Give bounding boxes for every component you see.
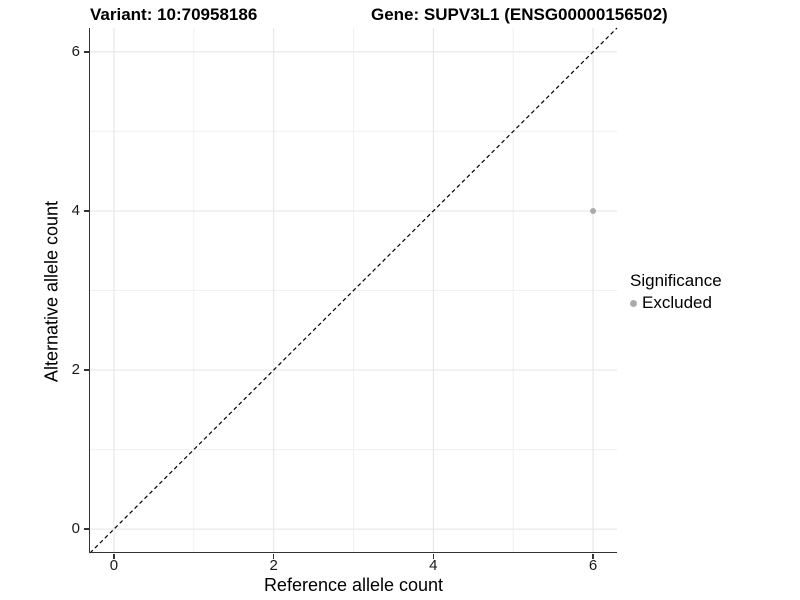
legend: Significance Excluded	[630, 271, 722, 313]
x-tick-label: 0	[109, 557, 119, 574]
legend-entry-label: Excluded	[642, 293, 712, 312]
plot-title-gene: Gene: SUPV3L1 (ENSG00000156502)	[371, 5, 668, 24]
identity-dashed-line	[89, 27, 618, 554]
legend-entry-excluded: Excluded	[630, 293, 722, 313]
x-tick-mark	[592, 553, 594, 559]
y-tick-mark	[84, 210, 89, 212]
x-tick-mark	[113, 553, 115, 559]
y-tick-label: 2	[71, 361, 80, 379]
y-tick-label: 4	[71, 201, 80, 219]
y-tick-mark	[84, 51, 89, 53]
x-tick-label: 2	[269, 557, 278, 574]
legend-point-icon	[630, 299, 637, 307]
x-tick-mark	[272, 553, 275, 559]
legend-title: Significance	[630, 271, 722, 290]
y-axis-title: Alternative allele count	[41, 200, 62, 383]
y-tick-mark	[84, 369, 89, 371]
x-tick-mark	[432, 553, 435, 559]
data-point	[590, 207, 597, 214]
plot-panel	[89, 27, 618, 554]
scatter-plot-canvas	[89, 27, 618, 554]
x-axis-title: Reference allele count	[263, 575, 444, 595]
plot-title-variant: Variant: 10:70958186	[90, 5, 258, 24]
y-tick-mark	[84, 528, 89, 530]
x-tick-label: 6	[588, 557, 598, 574]
y-tick-label: 6	[71, 42, 80, 60]
x-axis-line	[89, 552, 617, 554]
y-axis-line	[89, 28, 91, 553]
y-tick-label: 0	[71, 520, 80, 538]
x-tick-label: 4	[429, 557, 438, 574]
